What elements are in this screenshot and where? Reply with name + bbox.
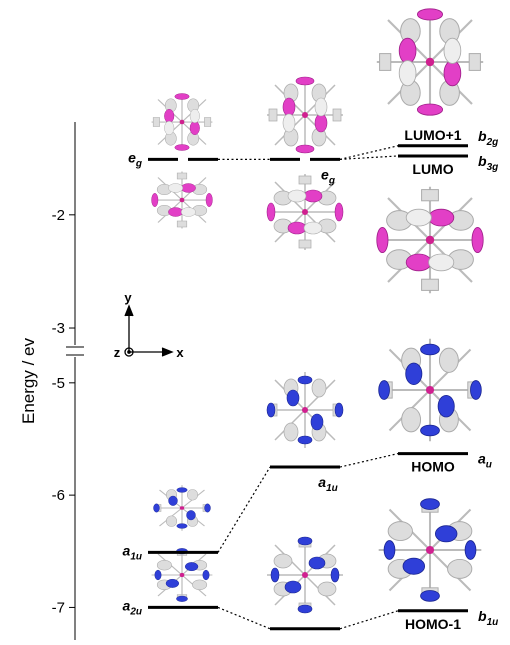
symmetry-label: b3g — [478, 153, 498, 173]
symmetry-sub: g — [328, 175, 335, 186]
symmetry-base: a — [478, 451, 486, 467]
coord-z: z — [114, 345, 121, 360]
symmetry-sub: 3g — [487, 162, 499, 173]
symmetry-sub: 1u — [326, 483, 338, 494]
symmetry-label: eg — [321, 166, 335, 186]
connector — [340, 146, 398, 160]
symmetry-base: a — [123, 542, 131, 558]
axis-label: Energy / ev — [19, 338, 38, 424]
y-tick-label: -5 — [52, 375, 65, 392]
symmetry-label: b1u — [478, 608, 498, 628]
symmetry-sub: g — [135, 158, 142, 169]
symmetry-label: a1u — [123, 542, 142, 562]
symmetry-sub: 1u — [487, 617, 499, 628]
connector — [218, 467, 270, 552]
orbital-name: HOMO-1 — [405, 616, 461, 632]
coordinate-glyph — [125, 306, 172, 356]
connector — [218, 607, 270, 628]
symmetry-base: a — [318, 474, 326, 490]
symmetry-sub: 1u — [130, 551, 142, 562]
symmetry-base: a — [123, 597, 131, 613]
symmetry-label: au — [478, 451, 492, 471]
symmetry-label: a1u — [318, 474, 337, 494]
y-tick-label: -6 — [52, 487, 65, 504]
symmetry-sub: 2u — [129, 606, 142, 617]
symmetry-sub: u — [486, 460, 492, 471]
connector — [340, 611, 398, 629]
orbital-name: LUMO+1 — [404, 127, 461, 143]
orbital-images — [152, 9, 484, 613]
symmetry-label: eg — [128, 149, 142, 169]
symmetry-label: b2g — [478, 128, 498, 148]
symmetry-base: a — [324, 636, 332, 640]
symmetry-label: a2u — [123, 597, 142, 617]
connector — [340, 156, 398, 159]
symmetry-base: e — [128, 149, 136, 165]
orbital-name: HOMO — [411, 459, 455, 475]
symmetry-base: e — [321, 166, 329, 182]
figure: y x z Energy / ev -2-3-5-6-7egegb2gLUMO+… — [0, 0, 510, 640]
y-tick-label: -7 — [52, 599, 65, 616]
y-tick-label: -2 — [52, 207, 65, 224]
orbital-name: LUMO — [412, 161, 453, 177]
connector — [340, 454, 398, 467]
symmetry-label: a — [324, 636, 332, 640]
coord-x: x — [176, 345, 184, 360]
symmetry-sub: 2g — [486, 137, 499, 148]
coord-y: y — [124, 290, 132, 305]
y-tick-label: -3 — [52, 320, 65, 337]
